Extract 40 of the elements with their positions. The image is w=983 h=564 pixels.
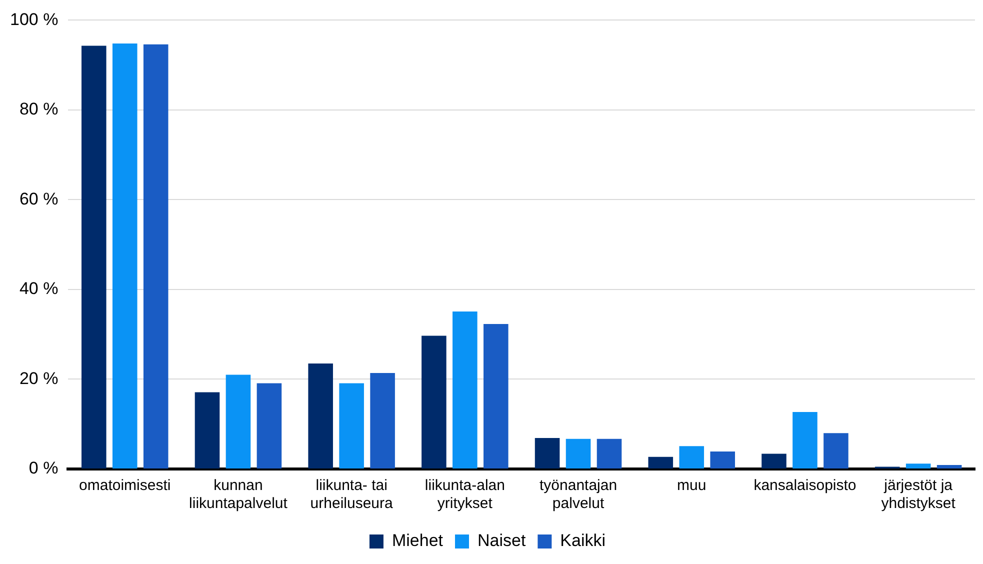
bar bbox=[824, 433, 848, 468]
bar bbox=[792, 412, 818, 468]
bar bbox=[194, 392, 220, 468]
legend-label: Naiset bbox=[477, 531, 526, 550]
bar bbox=[484, 324, 508, 468]
x-tick-label: kunnan liikuntapalvelut bbox=[189, 477, 288, 512]
bar bbox=[112, 44, 138, 468]
x-tick-label: liikunta- tai urheiluseura bbox=[310, 477, 394, 512]
y-tick-label: 0 % bbox=[28, 458, 58, 478]
y-tick-label: 40 % bbox=[19, 279, 58, 298]
bar bbox=[226, 374, 251, 468]
legend-label: Kaikki bbox=[560, 531, 606, 550]
bar bbox=[452, 311, 478, 468]
bar bbox=[339, 383, 364, 468]
bar bbox=[534, 438, 560, 468]
bar bbox=[936, 464, 962, 468]
bar bbox=[82, 46, 106, 468]
y-tick-label: 80 % bbox=[19, 100, 58, 119]
y-tick-label: 60 % bbox=[19, 189, 58, 208]
x-tick-label: järjestöt ja yhdistykset bbox=[881, 477, 956, 512]
bar bbox=[422, 336, 446, 468]
x-tick-label: liikunta-alan yritykset bbox=[424, 477, 505, 512]
bar bbox=[143, 44, 168, 468]
bar bbox=[566, 438, 591, 468]
x-tick-label: kansalaisopisto bbox=[754, 477, 856, 494]
y-tick-label: 20 % bbox=[19, 368, 58, 388]
bar bbox=[679, 446, 704, 468]
x-tick-label: omatoimisesti bbox=[79, 477, 171, 494]
bar bbox=[256, 383, 282, 468]
bar bbox=[596, 438, 622, 468]
x-tick-label: muu bbox=[677, 477, 706, 494]
bar bbox=[308, 364, 333, 468]
bar bbox=[710, 451, 735, 468]
bar bbox=[370, 372, 395, 468]
legend-label: Miehet bbox=[392, 531, 444, 550]
y-tick-label: 100 % bbox=[10, 10, 58, 29]
bar bbox=[762, 454, 786, 468]
bar bbox=[648, 456, 674, 468]
bar bbox=[906, 464, 931, 468]
x-tick-label: työnantajan palvelut bbox=[539, 477, 618, 512]
